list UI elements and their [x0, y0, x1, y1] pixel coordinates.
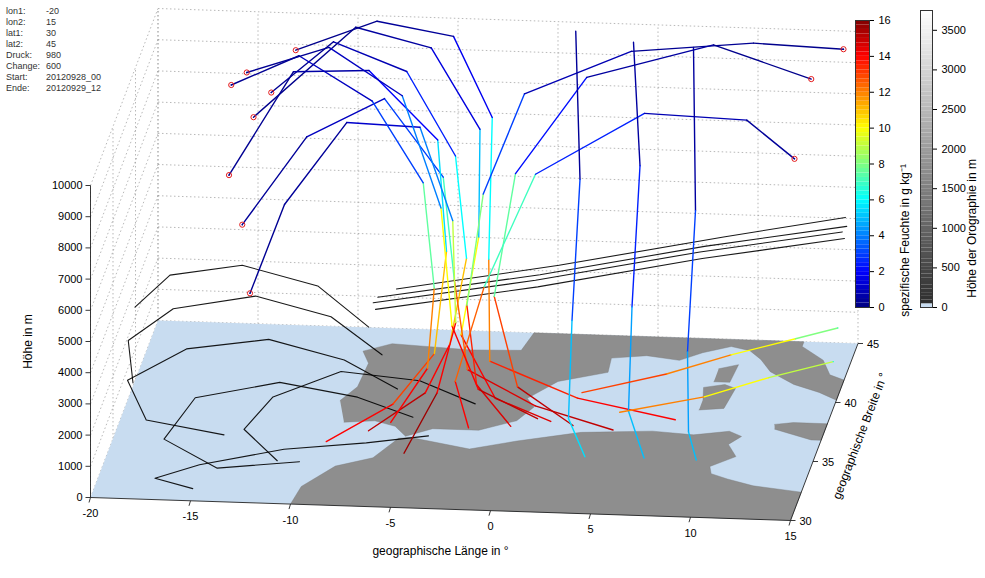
svg-text:14: 14 [879, 50, 891, 62]
svg-text:10: 10 [879, 122, 891, 134]
svg-text:2000: 2000 [942, 143, 966, 155]
svg-text:1500: 1500 [942, 182, 966, 194]
html-text:lat2:: lat2: [6, 39, 23, 49]
svg-text:spezifische Feuchte in g kg⁻¹: spezifische Feuchte in g kg⁻¹ [898, 164, 912, 317]
svg-text:5000: 5000 [58, 335, 82, 347]
html-text:Start:: Start: [6, 72, 28, 82]
html-text:Ende:: Ende: [6, 83, 30, 93]
html-text:30: 30 [46, 28, 56, 38]
svg-text:9000: 9000 [58, 210, 82, 222]
svg-text:3500: 3500 [942, 24, 966, 36]
svg-text:0: 0 [942, 301, 948, 313]
svg-text:10: 10 [684, 527, 696, 539]
svg-text:8000: 8000 [58, 241, 82, 253]
html-text:600: 600 [46, 61, 62, 71]
html-text:15: 15 [46, 17, 56, 27]
svg-text:-10: -10 [283, 514, 299, 526]
svg-text:5: 5 [587, 523, 593, 535]
svg-text:6000: 6000 [58, 304, 82, 316]
html-text:45: 45 [46, 39, 56, 49]
html-text:lat1:: lat1: [6, 28, 23, 38]
svg-text:Höhe der Orographie in m: Höhe der Orographie in m [965, 159, 979, 298]
svg-text:Höhe in m: Höhe in m [21, 314, 35, 369]
svg-text:6: 6 [879, 193, 885, 205]
html-text:20120929_12: 20120929_12 [46, 83, 102, 93]
svg-text:geographische Breite in °: geographische Breite in ° [830, 371, 891, 502]
svg-text:30: 30 [800, 515, 812, 527]
html-text:20120928_00: 20120928_00 [46, 72, 102, 82]
svg-text:0: 0 [879, 301, 885, 313]
svg-text:45: 45 [867, 338, 879, 350]
svg-text:2000: 2000 [58, 429, 82, 441]
html-text:Druck:: Druck: [6, 50, 32, 60]
html-text:lon2:: lon2: [6, 17, 26, 27]
svg-text:1000: 1000 [58, 460, 82, 472]
svg-text:12: 12 [879, 86, 891, 98]
html-text:lon1:: lon1: [6, 6, 26, 16]
svg-text:500: 500 [942, 261, 960, 273]
svg-text:geographische Länge in °: geographische Länge in ° [372, 544, 508, 558]
svg-text:4: 4 [879, 229, 885, 241]
html-text:-20: -20 [46, 6, 59, 16]
svg-text:-15: -15 [183, 510, 199, 522]
svg-text:35: 35 [822, 456, 834, 468]
svg-text:-5: -5 [386, 517, 396, 529]
svg-text:0: 0 [487, 520, 493, 532]
html-text:Change:: Change: [6, 61, 40, 71]
svg-text:10000: 10000 [52, 179, 83, 191]
svg-text:2500: 2500 [942, 103, 966, 115]
svg-text:8: 8 [879, 158, 885, 170]
svg-text:40: 40 [845, 397, 857, 409]
svg-text:-20: -20 [83, 507, 99, 519]
svg-text:7000: 7000 [58, 273, 82, 285]
svg-text:2: 2 [879, 265, 885, 277]
svg-text:3000: 3000 [942, 63, 966, 75]
svg-text:16: 16 [879, 14, 891, 26]
svg-text:15: 15 [784, 530, 796, 542]
svg-text:1000: 1000 [942, 222, 966, 234]
html-text:980: 980 [46, 50, 62, 60]
svg-text:0: 0 [76, 491, 82, 503]
svg-text:4000: 4000 [58, 366, 82, 378]
svg-text:3000: 3000 [58, 397, 82, 409]
